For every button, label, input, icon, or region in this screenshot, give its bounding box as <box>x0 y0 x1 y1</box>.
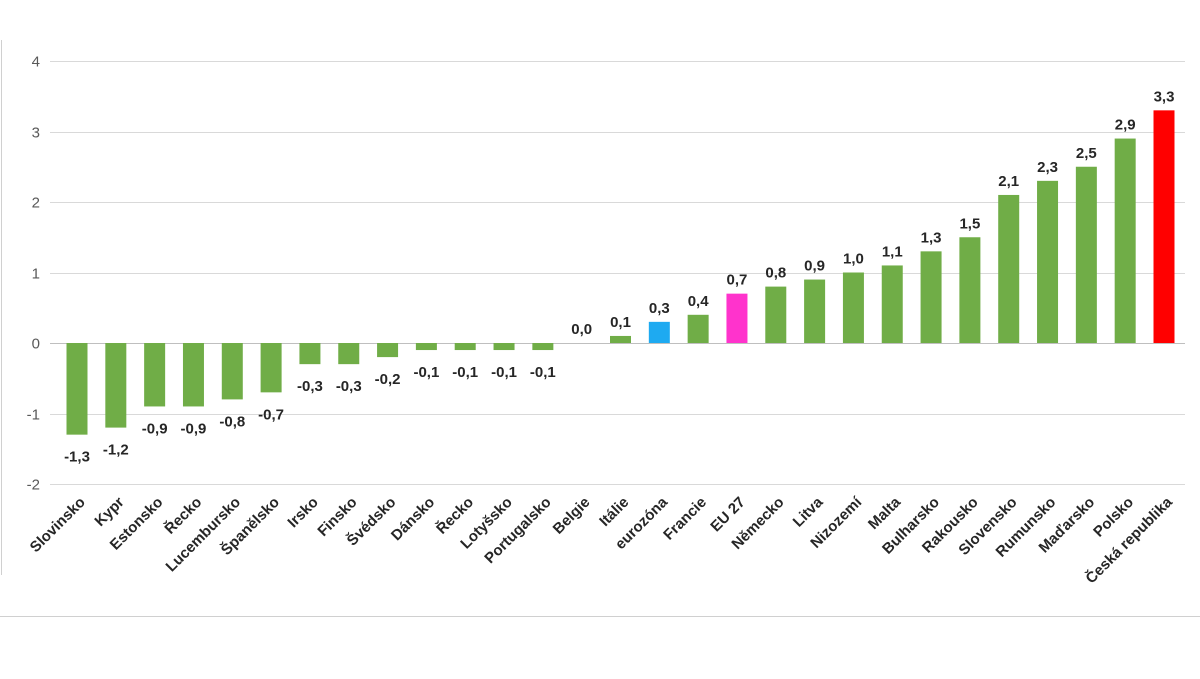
bar <box>493 343 515 351</box>
data-label: -0,8 <box>219 413 245 430</box>
data-label: 1,1 <box>882 243 903 260</box>
data-label: 0,0 <box>571 321 592 338</box>
category-label: Dánsko <box>388 494 438 544</box>
y-tick-label: 2 <box>32 195 40 212</box>
y-tick-label: 4 <box>32 54 40 71</box>
bar <box>842 272 864 343</box>
bar <box>260 343 282 393</box>
data-label: 1,0 <box>843 251 864 268</box>
bar <box>377 343 399 358</box>
bar <box>532 343 554 351</box>
data-label: 2,3 <box>1037 159 1058 176</box>
data-label: -0,2 <box>375 371 401 388</box>
bar <box>1037 180 1059 343</box>
data-label: 0,4 <box>688 293 710 310</box>
bar <box>144 343 166 407</box>
bar <box>299 343 321 365</box>
y-tick-label: 1 <box>32 266 40 283</box>
bar <box>105 343 127 428</box>
bar <box>804 279 826 343</box>
data-label: 3,3 <box>1154 88 1175 105</box>
data-label: -1,3 <box>64 449 90 466</box>
data-label: -0,1 <box>530 364 556 381</box>
bar <box>765 286 787 343</box>
data-label: -1,2 <box>103 442 129 459</box>
bar <box>959 237 981 343</box>
bar <box>182 343 204 407</box>
data-label: 2,5 <box>1076 145 1097 162</box>
bar <box>648 321 670 343</box>
bar <box>338 343 360 365</box>
bar <box>687 314 709 343</box>
data-label: 0,3 <box>649 300 670 317</box>
bar <box>454 343 476 351</box>
bar <box>1114 138 1136 343</box>
bar <box>726 293 748 343</box>
bar <box>998 194 1020 343</box>
bar <box>415 343 437 351</box>
data-label: 0,8 <box>765 265 786 282</box>
y-tick-label: -1 <box>27 407 40 424</box>
data-label: 0,1 <box>610 314 631 331</box>
bar <box>610 335 631 343</box>
category-labels: Slovinsko KyprEstonskoŘeckoLucemburskoŠpa… <box>27 493 1177 588</box>
data-label: 0,9 <box>804 258 825 275</box>
data-label: 0,7 <box>727 272 748 289</box>
category-label: Slovinsko <box>27 494 89 556</box>
y-tick-label: 3 <box>32 125 40 142</box>
bar <box>920 251 942 343</box>
data-labels: -1,3 -1,2 -0,9 -0,9 -0,8 -0,7 -0,3 -0,3 -0,2 -0,1… <box>64 88 1174 465</box>
bar <box>66 343 88 435</box>
data-label: -0,3 <box>336 378 362 395</box>
data-label: -0,1 <box>413 364 439 381</box>
data-label: 2,9 <box>1115 117 1136 134</box>
y-tick-label: -2 <box>27 477 40 494</box>
data-label: -0,3 <box>297 378 323 395</box>
data-label: -0,1 <box>491 364 517 381</box>
category-label: Francie <box>660 494 710 544</box>
y-tick-label: 0 <box>32 336 40 353</box>
data-label: 1,5 <box>959 215 980 232</box>
bar <box>1153 110 1175 343</box>
data-label: -0,9 <box>142 420 168 437</box>
bar <box>1075 166 1097 343</box>
data-label: -0,9 <box>181 420 207 437</box>
data-label: 1,3 <box>921 229 942 246</box>
category-label: Itálie <box>596 494 632 530</box>
category-label: Belgie <box>550 494 594 538</box>
y-axis-ticks: -2 -1 0 1 2 3 4 <box>27 54 40 494</box>
data-label: 2,1 <box>998 173 1019 190</box>
bar <box>881 265 903 343</box>
data-label: -0,1 <box>452 364 478 381</box>
bar <box>221 343 243 400</box>
bars <box>66 110 1175 435</box>
data-label: -0,7 <box>258 406 284 423</box>
